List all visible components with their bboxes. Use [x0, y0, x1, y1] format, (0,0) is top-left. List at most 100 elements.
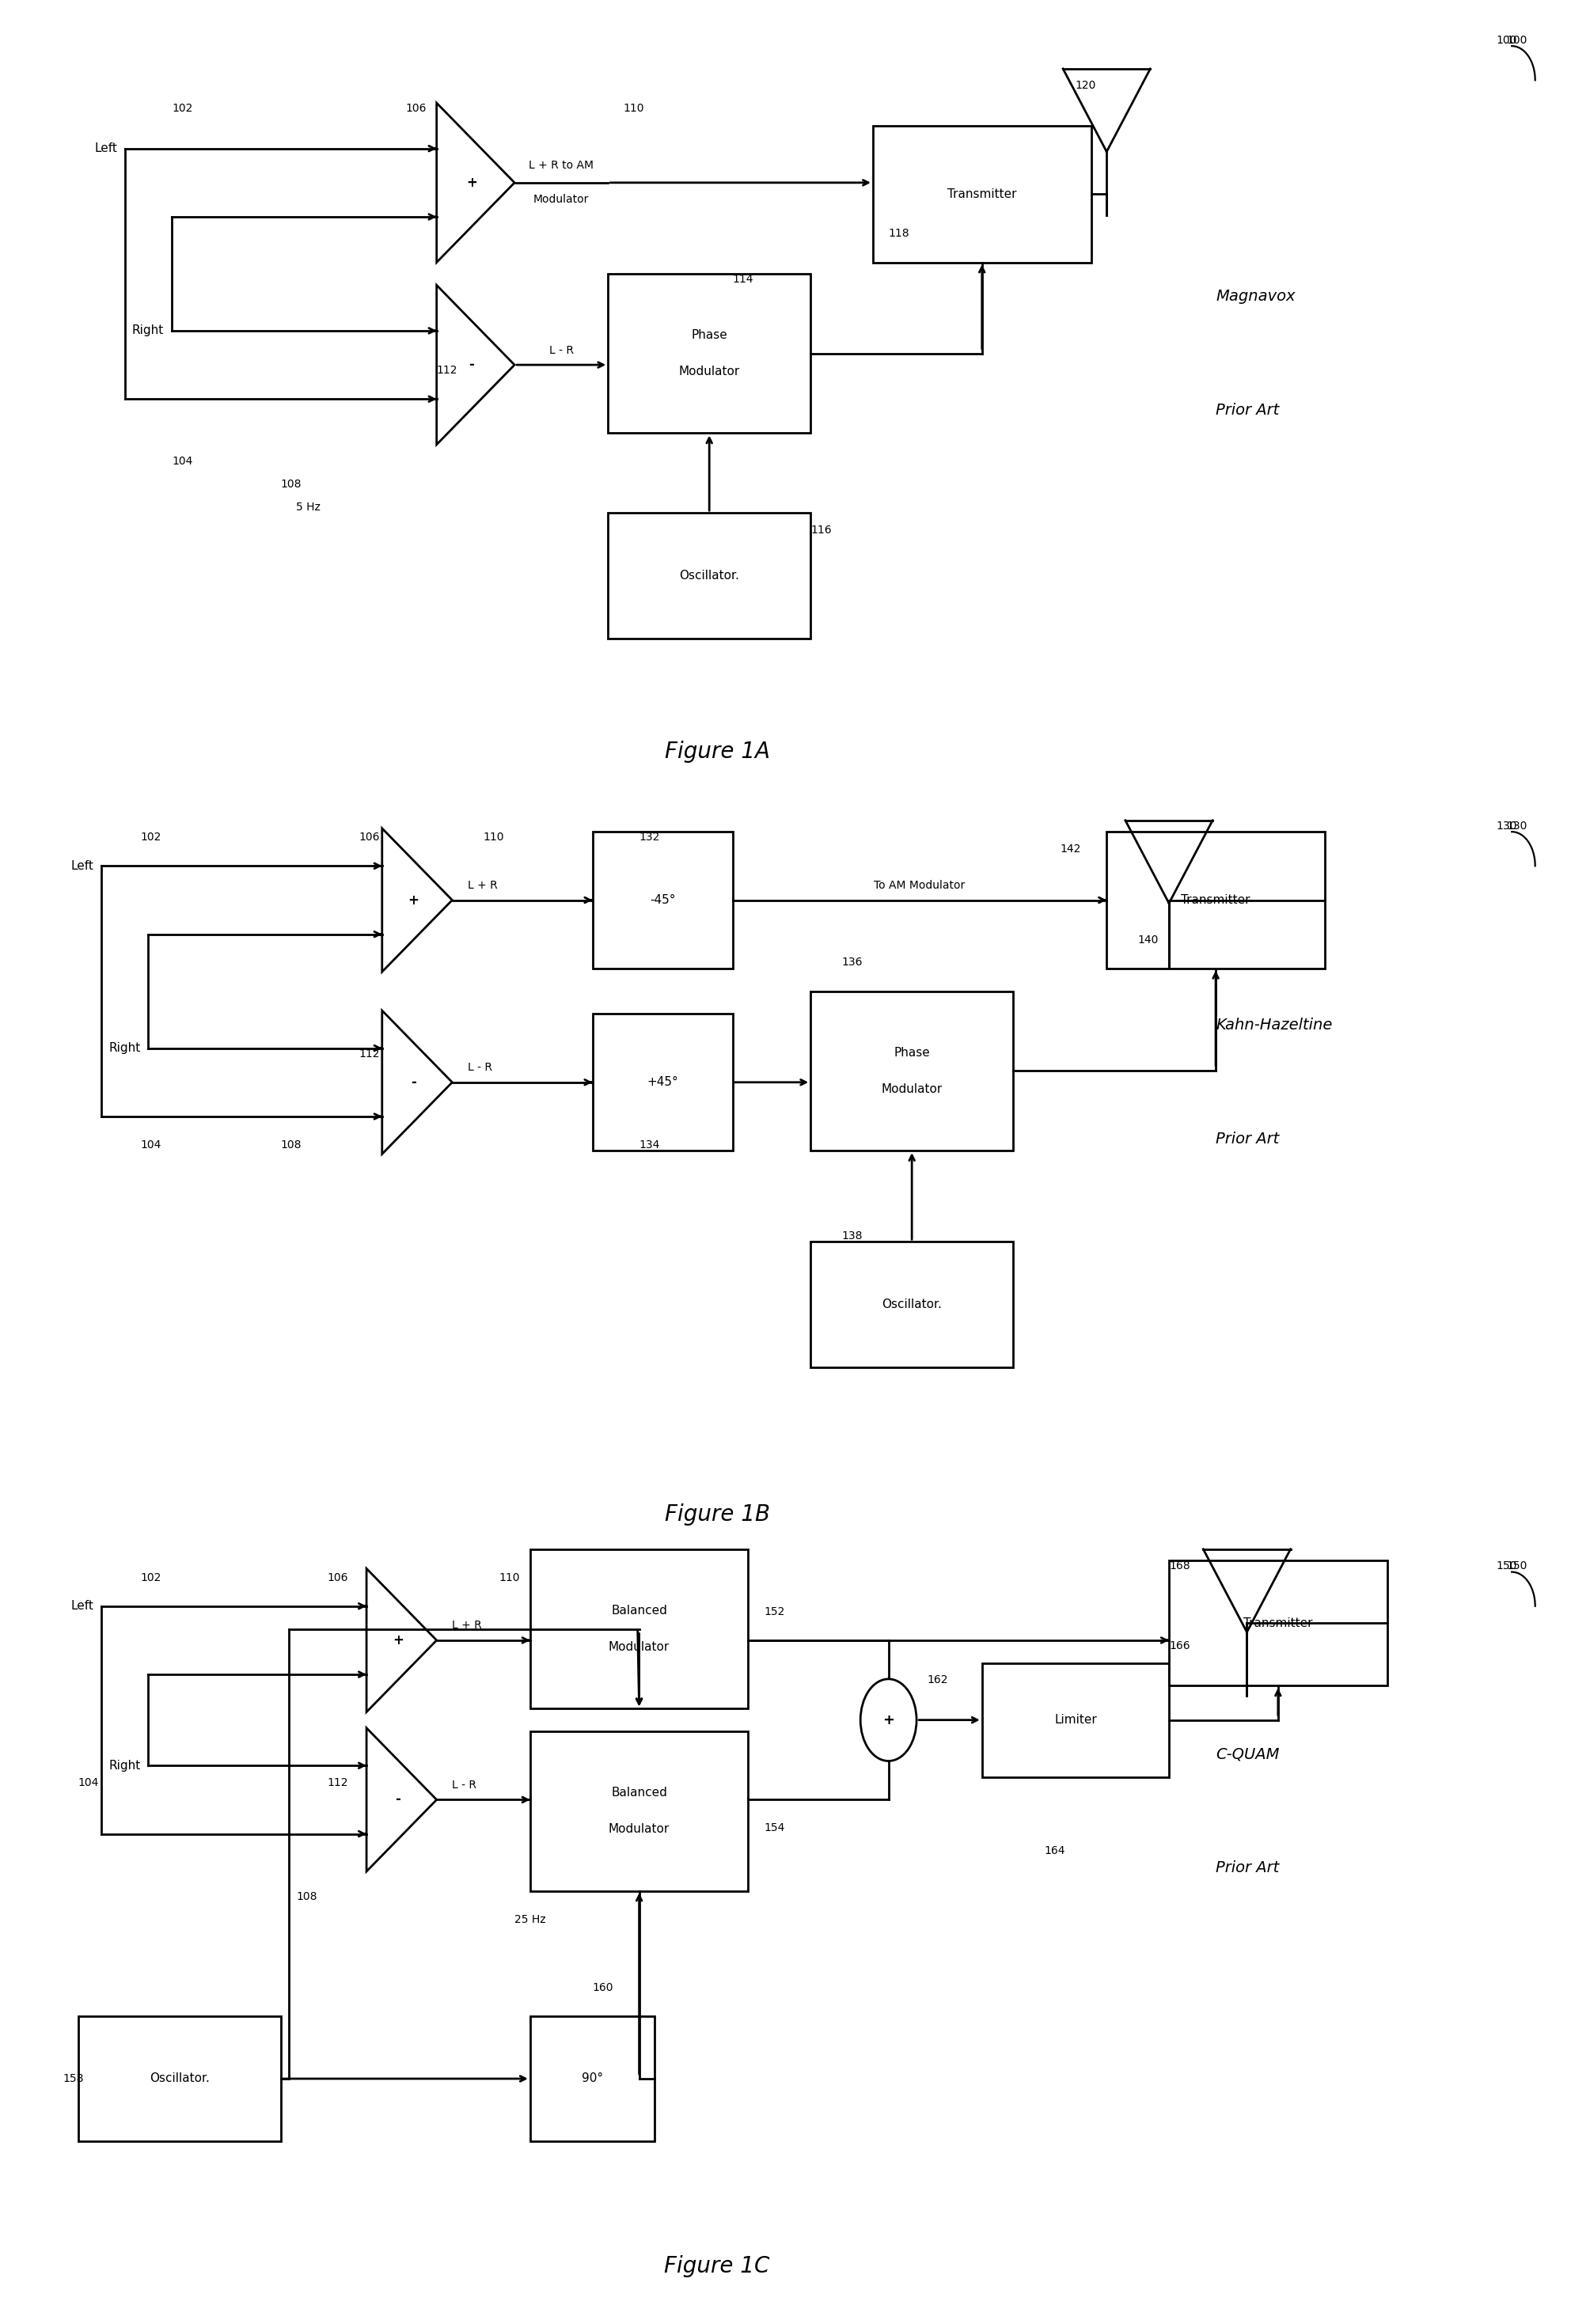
Text: 110: 110: [499, 1571, 520, 1583]
Text: 142: 142: [1061, 844, 1081, 855]
Text: Right: Right: [108, 1759, 140, 1771]
Text: 134: 134: [639, 1139, 660, 1150]
Text: 106: 106: [405, 102, 426, 114]
Text: Modulator: Modulator: [533, 193, 590, 205]
Text: -: -: [469, 358, 474, 372]
Text: L + R: L + R: [467, 881, 498, 890]
Bar: [983, 1664, 1169, 1778]
Text: Modulator: Modulator: [881, 1083, 943, 1095]
Text: 110: 110: [483, 832, 504, 844]
Text: Left: Left: [72, 1601, 94, 1613]
Text: 160: 160: [593, 1982, 614, 1994]
Text: 5 Hz: 5 Hz: [296, 502, 321, 514]
Text: 100: 100: [1506, 35, 1528, 46]
Text: Phase: Phase: [692, 330, 727, 342]
Bar: [593, 832, 733, 969]
Text: +45°: +45°: [647, 1076, 679, 1088]
Text: -: -: [396, 1792, 401, 1806]
Bar: [607, 514, 811, 639]
Text: Balanced: Balanced: [611, 1606, 668, 1618]
Text: Prior Art: Prior Art: [1216, 402, 1280, 418]
Text: 102: 102: [140, 1571, 162, 1583]
Text: 110: 110: [623, 102, 644, 114]
Text: Transmitter: Transmitter: [1181, 895, 1250, 906]
Text: Modulator: Modulator: [609, 1824, 669, 1836]
Text: Transmitter: Transmitter: [948, 188, 1016, 200]
Text: 152: 152: [763, 1606, 785, 1618]
Text: 136: 136: [841, 957, 863, 969]
Text: +: +: [882, 1713, 895, 1727]
Text: Modulator: Modulator: [679, 365, 739, 376]
Text: 108: 108: [281, 479, 302, 490]
Text: 150: 150: [1506, 1562, 1528, 1571]
Text: 90°: 90°: [582, 2073, 603, 2085]
Bar: [529, 1550, 749, 1708]
Text: Figure 1B: Figure 1B: [665, 1504, 770, 1527]
Text: Oscillator.: Oscillator.: [679, 569, 739, 581]
Text: Oscillator.: Oscillator.: [149, 2073, 210, 2085]
Text: 106: 106: [359, 832, 380, 844]
Bar: [811, 990, 1013, 1150]
Bar: [78, 2015, 281, 2140]
Text: 130: 130: [1506, 820, 1528, 832]
Text: 102: 102: [172, 102, 192, 114]
Bar: [593, 1013, 733, 1150]
Text: Left: Left: [94, 142, 118, 153]
Bar: [811, 1241, 1013, 1367]
Text: 108: 108: [296, 1892, 318, 1901]
Text: +: +: [466, 177, 477, 191]
Text: Phase: Phase: [894, 1046, 930, 1060]
Text: L - R: L - R: [467, 1062, 493, 1074]
Text: Right: Right: [132, 325, 164, 337]
Text: Balanced: Balanced: [611, 1787, 668, 1799]
Text: L + R: L + R: [452, 1620, 482, 1631]
Text: Limiter: Limiter: [1054, 1715, 1097, 1727]
Text: 114: 114: [733, 274, 754, 286]
Text: 118: 118: [889, 228, 909, 239]
Bar: [873, 125, 1091, 263]
Text: -45°: -45°: [650, 895, 676, 906]
Text: 132: 132: [639, 832, 660, 844]
Bar: [529, 1731, 749, 1892]
Text: -: -: [410, 1076, 417, 1090]
Bar: [1107, 832, 1324, 969]
Text: 166: 166: [1169, 1641, 1189, 1652]
Text: 100: 100: [1496, 35, 1517, 46]
Text: 130: 130: [1496, 820, 1517, 832]
Text: 106: 106: [328, 1571, 348, 1583]
Text: 108: 108: [281, 1139, 302, 1150]
Text: Left: Left: [72, 860, 94, 872]
Text: Prior Art: Prior Art: [1216, 1862, 1280, 1875]
Text: 112: 112: [437, 365, 458, 376]
Text: 140: 140: [1138, 934, 1159, 946]
Text: 112: 112: [328, 1778, 348, 1787]
Text: 120: 120: [1075, 81, 1097, 91]
Text: Magnavox: Magnavox: [1216, 288, 1296, 304]
Text: Figure 1C: Figure 1C: [665, 2254, 770, 2278]
Text: C-QUAM: C-QUAM: [1216, 1748, 1280, 1762]
Text: L - R: L - R: [452, 1780, 477, 1789]
Text: +: +: [393, 1634, 404, 1648]
Text: 158: 158: [62, 2073, 84, 2085]
Text: 138: 138: [841, 1229, 863, 1241]
Text: 164: 164: [1045, 1845, 1065, 1857]
Text: 150: 150: [1496, 1562, 1517, 1571]
Text: 168: 168: [1169, 1562, 1189, 1571]
Text: To AM Modulator: To AM Modulator: [874, 881, 965, 890]
Text: Transmitter: Transmitter: [1243, 1618, 1313, 1629]
Bar: [607, 274, 811, 432]
Text: 154: 154: [763, 1822, 785, 1834]
Text: 116: 116: [811, 525, 832, 535]
Bar: [529, 2015, 655, 2140]
Text: +: +: [409, 892, 420, 906]
Text: 104: 104: [140, 1139, 162, 1150]
Text: Prior Art: Prior Art: [1216, 1132, 1280, 1146]
Text: 104: 104: [78, 1778, 99, 1787]
Text: L - R: L - R: [549, 344, 574, 356]
Text: Right: Right: [108, 1041, 140, 1055]
Text: 104: 104: [172, 456, 192, 467]
Text: L + R to AM: L + R to AM: [529, 160, 593, 172]
Text: 162: 162: [927, 1673, 948, 1685]
Text: Kahn-Hazeltine: Kahn-Hazeltine: [1216, 1018, 1332, 1032]
Text: 112: 112: [359, 1048, 380, 1060]
